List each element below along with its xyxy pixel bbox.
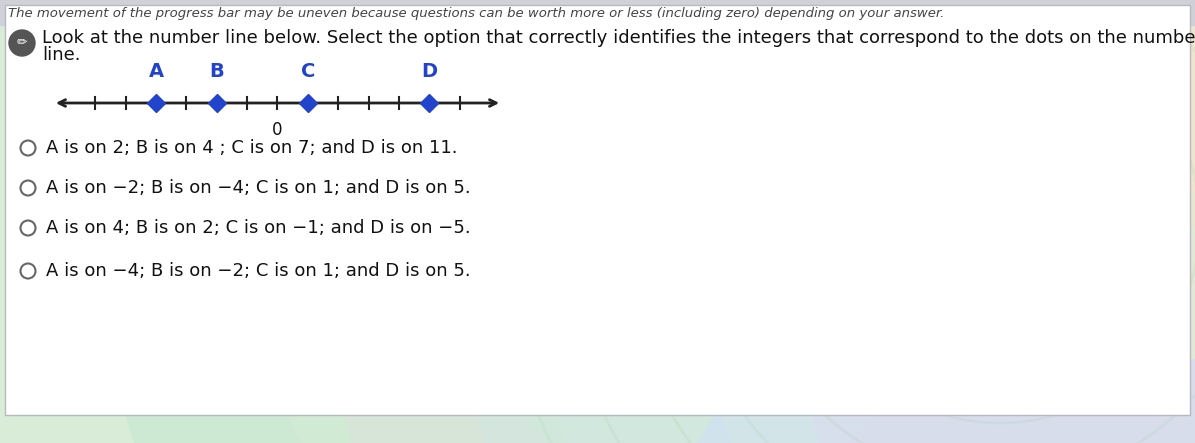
Text: line.: line.	[42, 46, 80, 64]
Ellipse shape	[470, 0, 1195, 443]
Text: Look at the number line below. Select the option that correctly identifies the i: Look at the number line below. Select th…	[42, 29, 1195, 47]
Bar	[0, 0, 1195, 25]
Text: A is on 4; B is on 2; C is on −1; and D is on −5.: A is on 4; B is on 2; C is on −1; and D …	[45, 219, 471, 237]
Ellipse shape	[100, 0, 1101, 443]
Text: The movement of the progress bar may be uneven because questions can be worth mo: The movement of the progress bar may be …	[8, 7, 944, 19]
Ellipse shape	[220, 0, 780, 443]
Ellipse shape	[630, 0, 1195, 323]
Circle shape	[10, 30, 35, 56]
Text: A is on −4; B is on −2; C is on 1; and D is on 5.: A is on −4; B is on −2; C is on 1; and D…	[45, 262, 471, 280]
Text: A: A	[148, 62, 164, 81]
Ellipse shape	[900, 0, 1195, 363]
Ellipse shape	[330, 0, 1195, 443]
Ellipse shape	[700, 0, 1195, 443]
Text: D: D	[421, 62, 437, 81]
Text: ✏: ✏	[17, 36, 27, 50]
Ellipse shape	[799, 0, 1195, 443]
FancyBboxPatch shape	[5, 5, 1190, 415]
Ellipse shape	[500, 0, 1195, 443]
Text: 0: 0	[272, 121, 283, 139]
Text: C: C	[301, 62, 315, 81]
Text: A is on 2; B is on 4 ; C is on 7; and D is on 11.: A is on 2; B is on 4 ; C is on 7; and D …	[45, 139, 458, 157]
Text: A is on −2; B is on −4; C is on 1; and D is on 5.: A is on −2; B is on −4; C is on 1; and D…	[45, 179, 471, 197]
Text: B: B	[209, 62, 225, 81]
Ellipse shape	[400, 0, 1000, 443]
